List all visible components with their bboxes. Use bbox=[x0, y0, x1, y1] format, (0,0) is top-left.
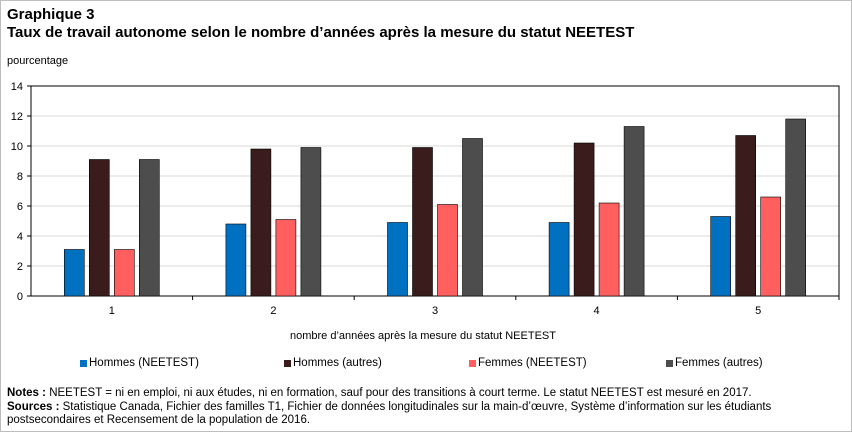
notes-line: Notes : NEETEST = ni en emploi, ni aux é… bbox=[7, 387, 842, 401]
legend: Hommes (NEETEST) Hommes (autres) Femmes (N… bbox=[0, 357, 852, 373]
y-tick-label: 8 bbox=[17, 171, 23, 183]
bar bbox=[387, 222, 408, 297]
bar bbox=[735, 135, 757, 297]
bar bbox=[64, 249, 85, 297]
legend-item: Hommes (NEETEST) bbox=[80, 357, 199, 369]
sources-text: Statistique Canada, Fichier des familles… bbox=[7, 400, 772, 427]
bar bbox=[623, 126, 645, 297]
legend-label: Hommes (NEETEST) bbox=[89, 357, 199, 369]
notes-text: NEETEST = ni en emploi, ni aux études, n… bbox=[49, 387, 752, 399]
bar bbox=[462, 138, 483, 297]
bar bbox=[710, 216, 732, 297]
legend-item: Femmes (NEETEST) bbox=[469, 357, 587, 369]
legend-item: Hommes (autres) bbox=[284, 357, 382, 369]
legend-swatch bbox=[469, 359, 476, 367]
y-tick-label: 10 bbox=[11, 141, 23, 153]
notes-block: Notes : NEETEST = ni en emploi, ni aux é… bbox=[7, 387, 842, 428]
bar bbox=[760, 196, 782, 297]
bar bbox=[548, 222, 570, 297]
x-tick-label: 3 bbox=[432, 305, 438, 317]
legend-item: Femmes (autres) bbox=[666, 357, 763, 369]
bar bbox=[89, 159, 110, 297]
bar bbox=[114, 249, 135, 297]
x-tick-label: 2 bbox=[270, 305, 276, 317]
bar bbox=[785, 118, 807, 297]
chart-title: Taux de travail autonome selon le nombre… bbox=[7, 24, 635, 41]
bar bbox=[250, 148, 272, 297]
plot-area bbox=[30, 85, 840, 297]
x-tick-label: 5 bbox=[755, 305, 761, 317]
y-tick-label: 6 bbox=[17, 201, 23, 213]
bar bbox=[437, 204, 458, 297]
legend-swatch bbox=[80, 359, 87, 367]
bar bbox=[139, 159, 160, 297]
y-tick-label: 2 bbox=[17, 261, 23, 273]
bar bbox=[225, 223, 247, 297]
chart-number: Graphique 3 bbox=[7, 6, 95, 23]
sources-label: Sources : bbox=[7, 400, 60, 413]
legend-label: Femmes (autres) bbox=[675, 357, 763, 369]
legend-swatch bbox=[666, 359, 673, 367]
sources-line: Sources : Statistique Canada, Fichier de… bbox=[7, 401, 842, 428]
bar bbox=[275, 219, 297, 297]
y-axis-unit-label: pourcentage bbox=[7, 55, 69, 67]
legend-swatch bbox=[284, 359, 291, 367]
y-tick-label: 0 bbox=[17, 291, 23, 303]
bar bbox=[412, 147, 433, 297]
y-tick-label: 4 bbox=[17, 231, 23, 243]
y-tick-label: 14 bbox=[11, 81, 23, 93]
bar bbox=[598, 202, 620, 297]
legend-label: Femmes (NEETEST) bbox=[478, 357, 587, 369]
legend-label: Hommes (autres) bbox=[293, 357, 382, 369]
bar bbox=[573, 142, 595, 297]
y-tick-label: 12 bbox=[11, 111, 23, 123]
notes-label: Notes : bbox=[7, 387, 46, 399]
x-tick-label: 1 bbox=[109, 305, 115, 317]
bar bbox=[300, 147, 322, 297]
x-axis-title: nombre d’années après la mesure du statu… bbox=[290, 330, 556, 342]
x-tick-label: 4 bbox=[594, 305, 600, 317]
